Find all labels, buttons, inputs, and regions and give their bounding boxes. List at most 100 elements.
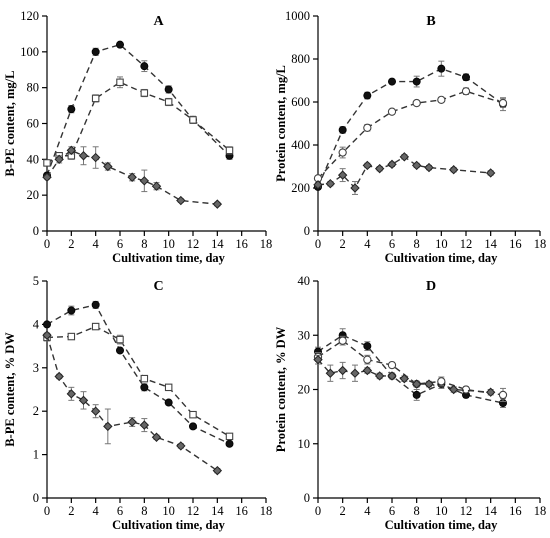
data-point	[164, 398, 173, 407]
data-point	[164, 85, 173, 94]
data-point	[212, 465, 223, 476]
x-tick-label: 0	[315, 237, 321, 251]
x-tick-label: 8	[414, 237, 420, 251]
data-point	[412, 98, 421, 108]
x-tick-label: 4	[364, 504, 371, 518]
y-tick-label: 2	[33, 404, 39, 418]
data-point	[176, 441, 186, 451]
x-tick-label: 6	[389, 237, 395, 251]
data-point	[66, 389, 77, 399]
x-tick-label: 6	[117, 237, 123, 251]
x-tick-label: 2	[340, 237, 346, 251]
data-point	[363, 123, 372, 132]
y-tick-label: 120	[20, 9, 39, 23]
data-point	[103, 161, 113, 172]
data-point	[313, 180, 323, 190]
data-point	[461, 73, 470, 82]
x-tick-label: 2	[68, 237, 74, 251]
data-point	[151, 432, 162, 442]
y-tick-label: 0	[304, 224, 310, 238]
x-tick-label: 18	[260, 237, 273, 251]
data-point	[90, 152, 101, 163]
data-point	[91, 322, 100, 331]
y-axis-label: B-PE content, % DW	[3, 332, 17, 447]
y-axis-label: Protein content, % DW	[274, 326, 288, 452]
data-point	[424, 379, 434, 389]
data-point	[91, 300, 100, 309]
x-axis-label: Cultivation time, day	[112, 518, 226, 532]
data-point	[437, 64, 446, 73]
data-point	[437, 377, 446, 386]
panel-letter: A	[153, 14, 164, 29]
data-point	[151, 181, 162, 191]
y-tick-label: 0	[33, 491, 39, 505]
series-1	[313, 328, 507, 408]
data-point	[139, 420, 150, 430]
data-point	[424, 162, 434, 173]
series-line	[46, 81, 230, 164]
data-point	[387, 360, 397, 370]
data-point	[116, 40, 125, 49]
series-line	[317, 359, 491, 393]
x-tick-label: 14	[484, 237, 497, 251]
y-tick-label: 400	[291, 138, 310, 152]
data-point	[176, 195, 186, 206]
series-line	[46, 304, 230, 445]
series-line	[46, 43, 230, 176]
y-axis-label: B-PE content, mg/L	[3, 71, 17, 177]
x-tick-label: 16	[509, 237, 522, 251]
data-point	[337, 365, 348, 376]
x-tick-label: 6	[389, 504, 395, 518]
x-tick-label: 8	[141, 237, 147, 251]
data-point	[338, 148, 347, 157]
series-line	[317, 334, 504, 404]
data-point	[225, 432, 234, 441]
data-point	[90, 406, 101, 416]
series-1	[43, 300, 234, 448]
y-tick-label: 3	[33, 361, 39, 375]
x-tick-label: 18	[534, 504, 547, 518]
series-line	[317, 90, 504, 179]
data-point	[485, 387, 496, 397]
x-tick-label: 8	[141, 504, 147, 518]
data-point	[399, 373, 410, 384]
data-point	[387, 107, 397, 116]
y-tick-label: 20	[27, 188, 40, 202]
data-point	[127, 172, 137, 182]
data-point	[498, 98, 508, 108]
y-tick-label: 60	[27, 117, 40, 131]
series-2	[43, 322, 234, 441]
y-tick-label: 100	[20, 45, 39, 59]
panel-b: 0 200 400 600 800 1000 0 2 4 6 8 10 12 14 16 18 Cultivat…	[274, 9, 546, 265]
data-point	[374, 371, 385, 381]
x-tick-label: 10	[435, 504, 448, 518]
x-tick-label: 10	[162, 237, 175, 251]
data-point	[387, 371, 397, 381]
x-tick-label: 2	[68, 504, 74, 518]
series-line	[317, 339, 504, 396]
data-point	[188, 422, 197, 431]
data-point	[350, 368, 360, 378]
data-point	[448, 165, 459, 175]
panel-letter: D	[426, 279, 436, 294]
y-tick-label: 40	[298, 274, 311, 288]
y-tick-label: 4	[33, 317, 40, 331]
data-point	[116, 346, 125, 355]
data-point	[338, 125, 347, 134]
data-point	[412, 390, 421, 399]
y-tick-label: 1000	[285, 9, 310, 23]
data-point	[412, 77, 421, 86]
series-2	[43, 76, 234, 167]
data-point	[67, 306, 76, 315]
x-tick-label: 0	[44, 504, 50, 518]
x-tick-label: 4	[364, 237, 371, 251]
data-point	[42, 172, 52, 182]
data-point	[350, 183, 360, 193]
data-point	[362, 365, 373, 376]
x-tick-label: 12	[187, 237, 200, 251]
data-point	[387, 159, 397, 170]
data-point	[91, 94, 100, 103]
data-point	[363, 355, 372, 364]
data-point	[189, 410, 197, 419]
